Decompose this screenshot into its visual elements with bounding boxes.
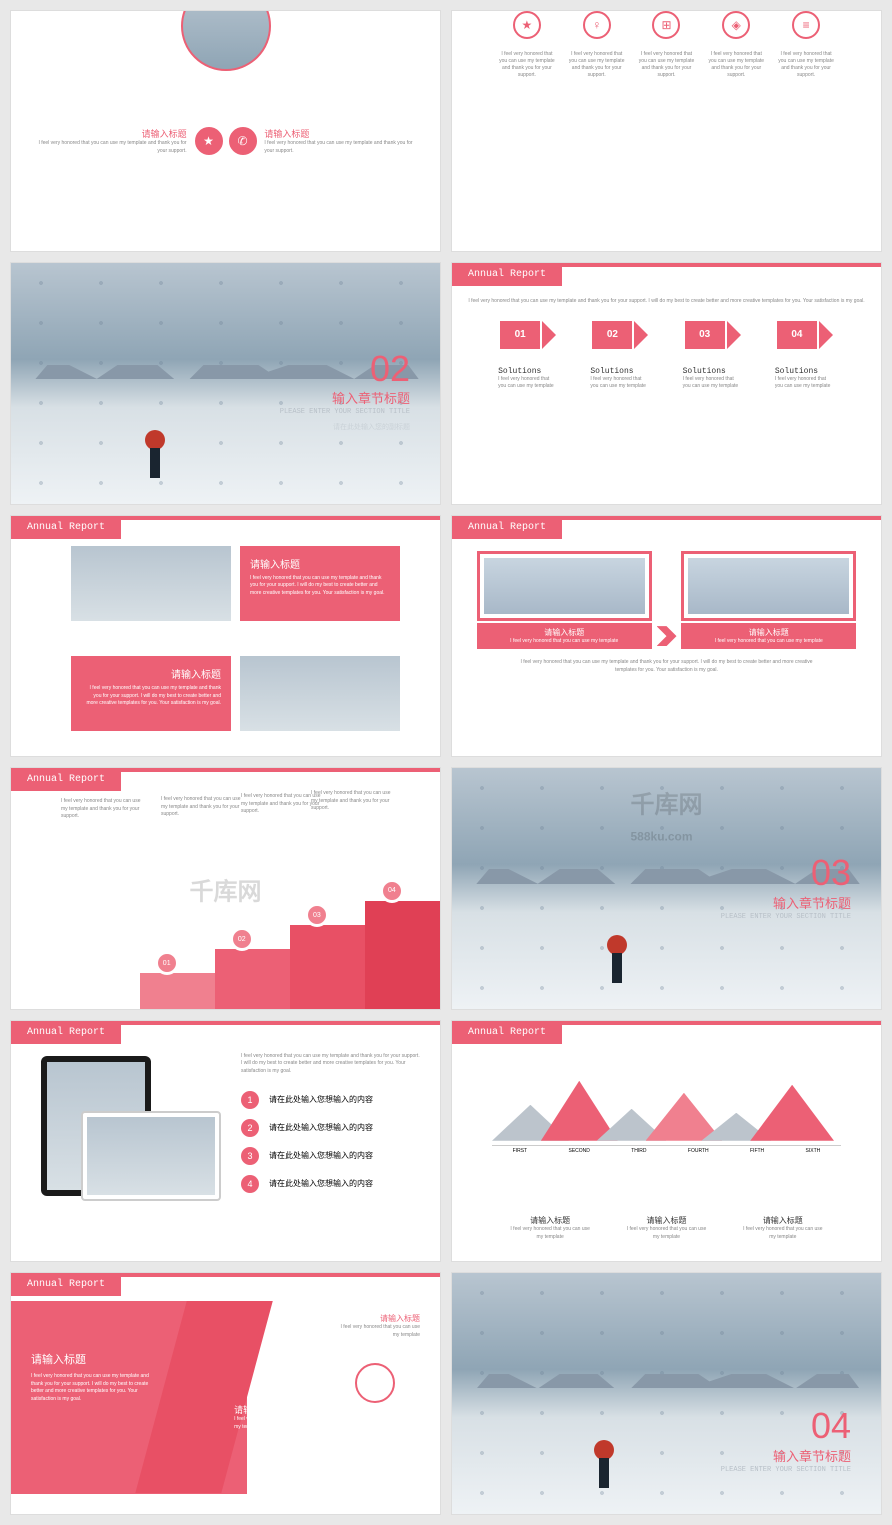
slide-icons-top: 请输入标题 I feel very honored that you can u… <box>10 10 441 252</box>
slide-5-icons: ★ ♀ ⊞ ◈ ≡ I feel very honored that you c… <box>451 10 882 252</box>
section-number: 02 <box>370 348 410 390</box>
left-title: 请输入标题 <box>31 127 187 140</box>
section-title: 输入章节标题 <box>332 388 410 407</box>
slide-section-04: 04 输入章节标题 PLEASE ENTER YOUR SECTION TITL… <box>451 1272 882 1514</box>
section-sub: PLEASE ENTER YOUR SECTION TITLE <box>280 408 410 416</box>
slide-overlap-blocks: Annual Report 请输入标题 I feel very honored … <box>10 515 441 757</box>
gift-icon: ⊞ <box>652 11 680 39</box>
slide-section-03: 千库网588ku.com 03 输入章节标题 PLEASE ENTER YOUR… <box>451 767 882 1009</box>
star-icon: ★ <box>513 11 541 39</box>
tag-icon: ◈ <box>722 11 750 39</box>
slide-stairs: Annual Report 千库网 I feel very honored th… <box>10 767 441 1009</box>
slide-two-frames: Annual Report 请输入标题 I feel very honored … <box>451 515 882 757</box>
slide-section-02: 02 输入章节标题 PLEASE ENTER YOUR SECTION TITL… <box>10 262 441 504</box>
star-icon: ★ <box>195 127 223 155</box>
header-tab: Annual Report <box>452 263 562 286</box>
trophy-icon: ♀ <box>583 11 611 39</box>
slide-circles: Annual Report 请输入标题 I feel very honored … <box>10 1272 441 1514</box>
slide-arrows: Annual Report I feel very honored that y… <box>451 262 882 504</box>
slide-peaks: Annual Report FIRST SECOND THIRD FOURTH … <box>451 1020 882 1262</box>
list-icon: ≡ <box>792 11 820 39</box>
right-title: 请输入标题 <box>264 127 420 140</box>
slide-devices: Annual Report I feel very honored that y… <box>10 1020 441 1262</box>
phone-icon: ✆ <box>229 127 257 155</box>
